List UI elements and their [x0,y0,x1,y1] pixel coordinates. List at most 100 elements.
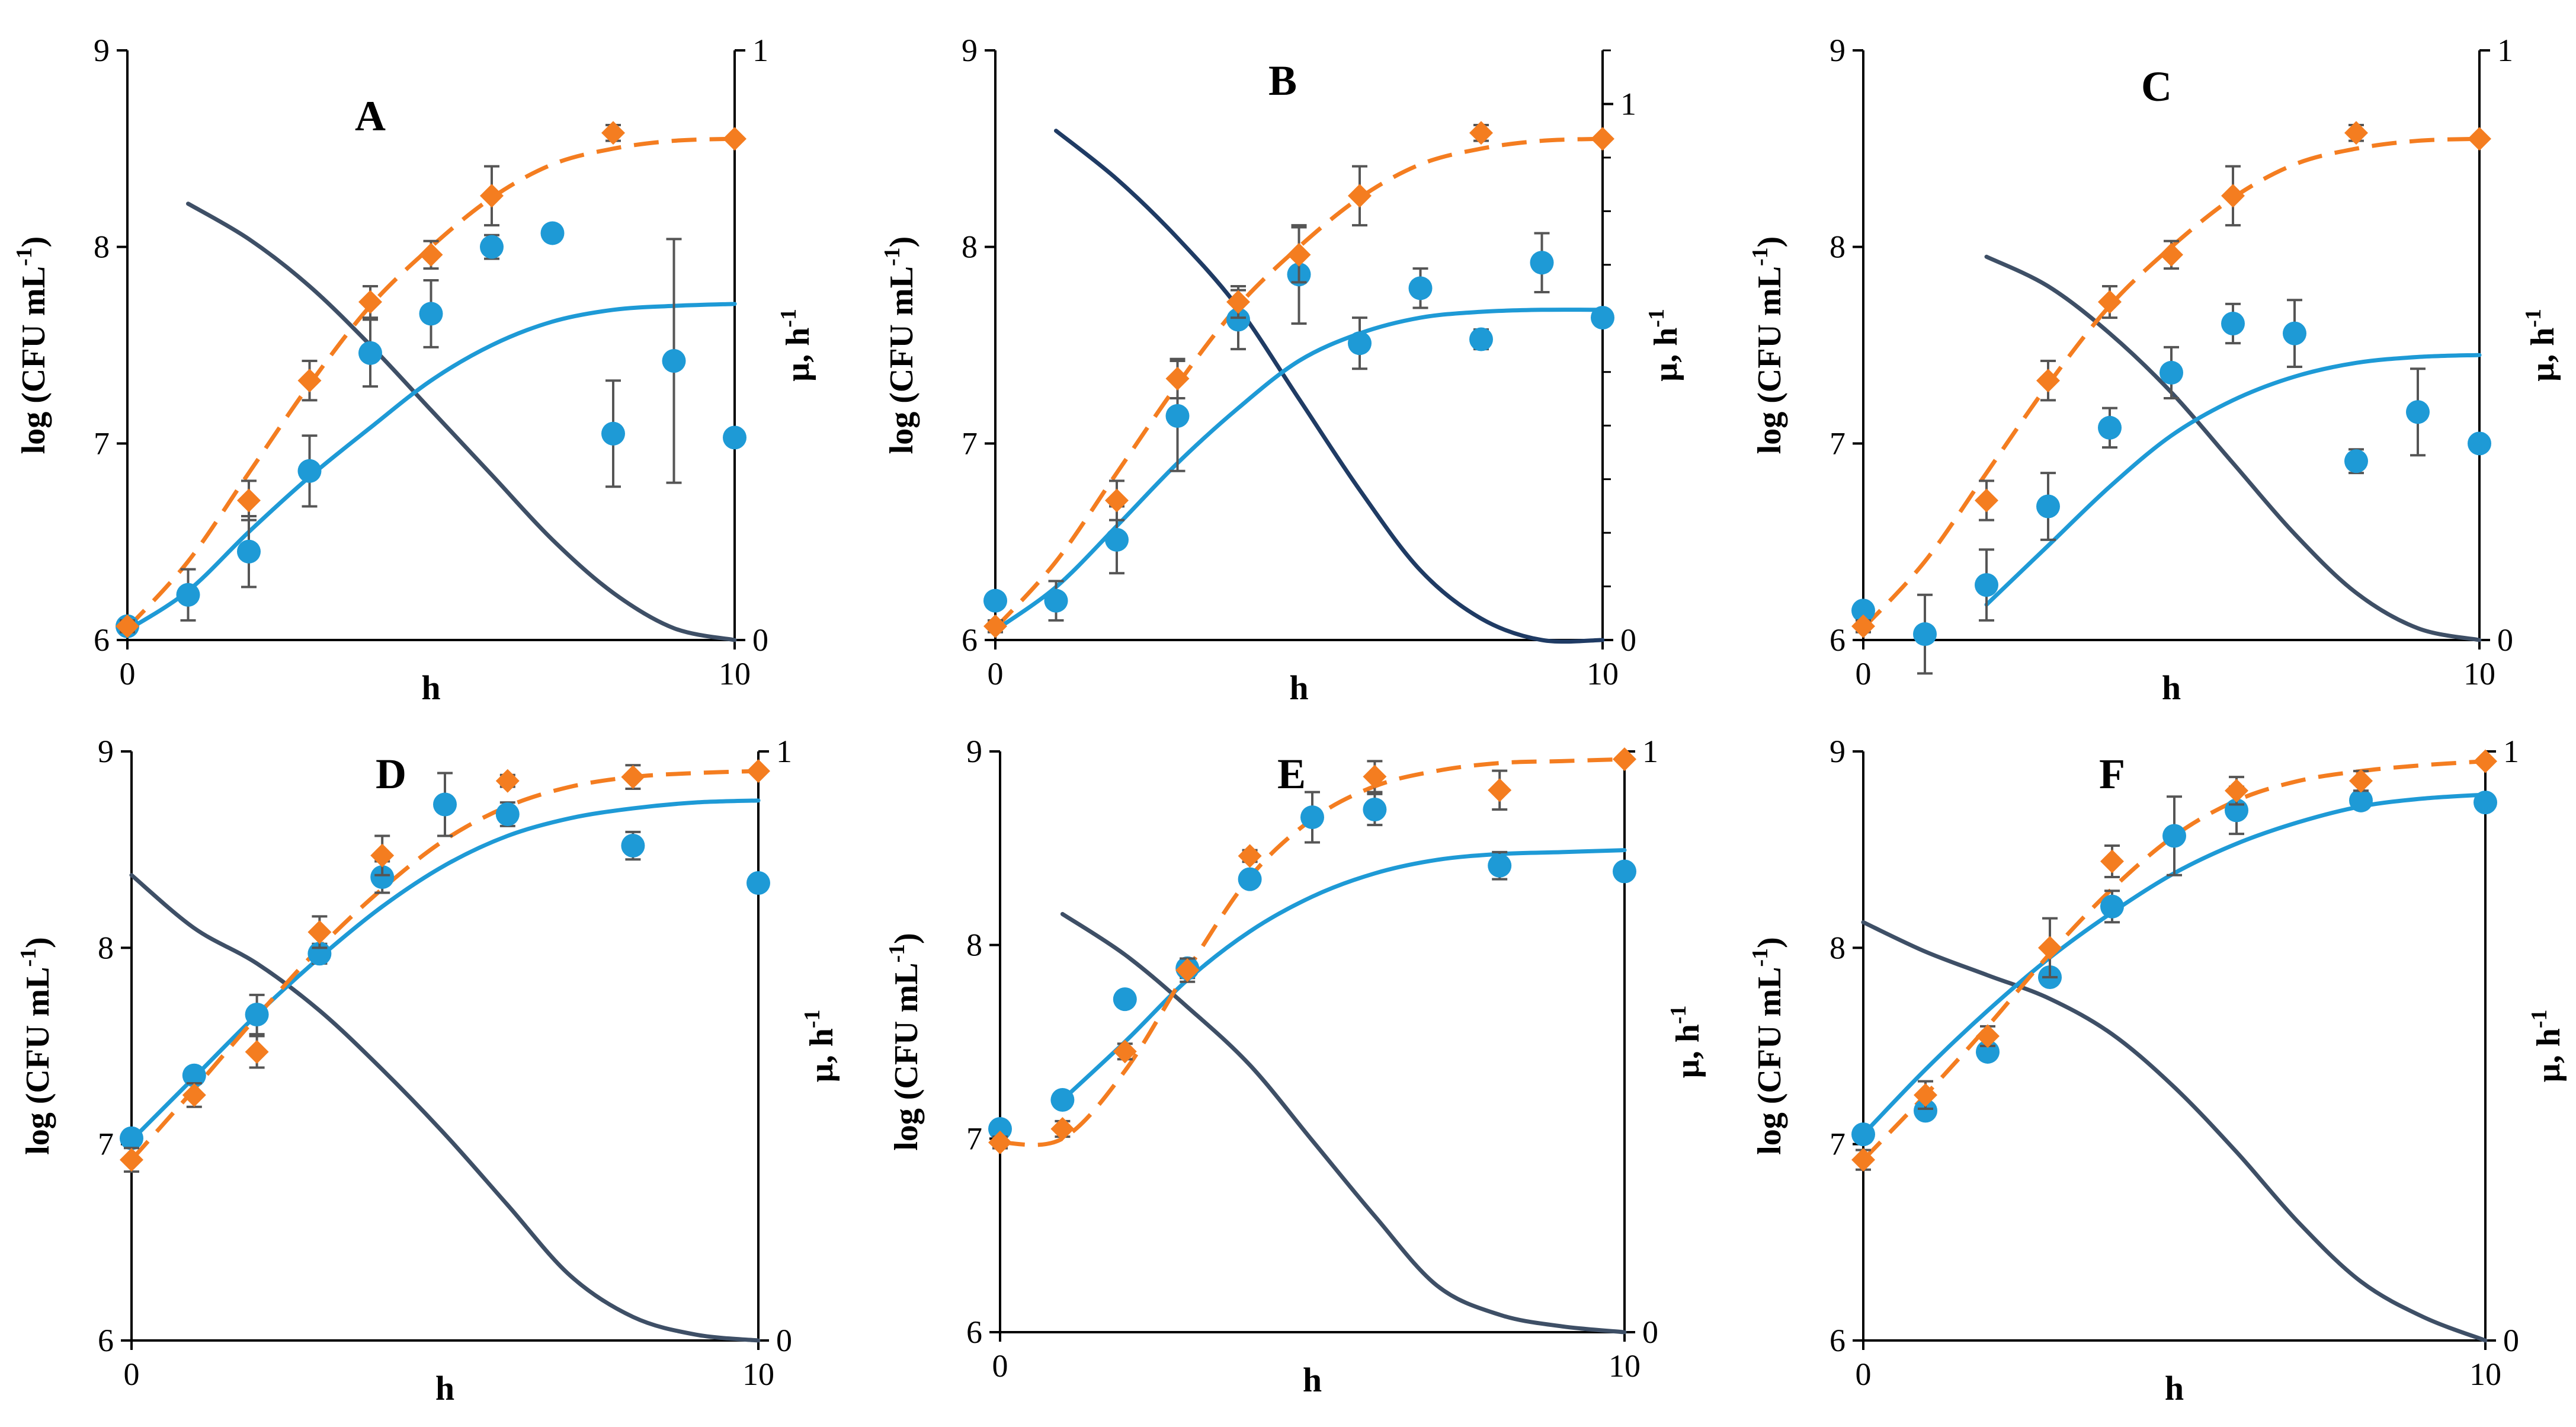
data-point-diamond [2225,779,2248,803]
data-point-circle [2162,824,2186,848]
data-point-diamond [983,614,1007,638]
data-point-diamond [1175,958,1200,983]
data-point-diamond [1613,747,1636,772]
data-point-circle [495,802,520,827]
y-tick-label: 9 [94,33,110,68]
data-point-circle [2283,321,2306,345]
y-tick-label: 7 [966,1121,982,1156]
data-point-diamond [237,488,261,513]
y2-tick-label: 0 [2497,622,2513,658]
blue-fit-line [125,302,737,632]
y2-tick-label: 1 [1642,734,1658,769]
data-point-diamond [723,127,746,151]
data-point-diamond [182,1083,206,1107]
data-point-circle [419,302,443,326]
y-axis-title: log (CFU mL-1) [16,937,56,1155]
data-point-circle [1975,573,1998,597]
y-tick-label: 8 [1830,229,1846,265]
data-point-diamond [1591,127,1614,151]
data-point-diamond [2344,121,2368,145]
dark-rate-line [186,201,737,642]
panel-letter: C [2141,63,2172,110]
y2-tick-label: 0 [776,1323,792,1358]
y2-axis-title: µ, h-1 [776,309,816,382]
orange-dashed-fit-line [1861,759,2486,1162]
data-point-circle [182,1063,206,1087]
data-point-circle [723,425,746,450]
y-axis-title: log (CFU mL-1) [1748,937,1788,1155]
x-axis-title: h [421,668,440,707]
y-axis-title: log (CFU mL-1) [885,933,925,1151]
data-point-diamond [1050,1117,1075,1141]
data-point-diamond [601,121,625,145]
panel-letter: F [2099,750,2125,798]
x-axis-title: h [1289,668,1308,707]
data-point-circle [1226,308,1250,332]
y2-tick-label: 0 [752,622,768,658]
y2-tick-label: 0 [1642,1314,1658,1350]
y-axis-title: log (CFU mL-1) [12,236,52,455]
data-point-diamond [988,1130,1012,1154]
data-point-diamond [1348,184,1372,208]
data-point-circle [2160,360,2183,385]
x-tick-label: 10 [742,1356,774,1392]
data-point-diamond [245,1039,269,1064]
y2-tick-label: 1 [2503,734,2519,769]
data-point-circle [245,1002,269,1026]
data-point-diamond [2038,936,2062,960]
x-tick-label: 10 [2463,656,2495,692]
y2-tick-label: 0 [1620,622,1636,658]
orange-dashed-fit-line [126,136,735,630]
data-point-diamond [1914,1083,1937,1107]
x-tick-label: 0 [1856,1356,1872,1392]
data-point-diamond [2160,242,2183,267]
data-point-circle [1851,1122,1875,1147]
data-point-diamond [480,184,504,208]
data-point-diamond [1851,1148,1875,1172]
data-point-diamond [2098,290,2122,314]
data-point-circle [2100,894,2124,919]
x-tick-label: 10 [1609,1348,1641,1384]
blue-fit-line [129,798,761,1143]
panel-letter: A [355,92,386,140]
dark-rate-line [129,873,761,1343]
y-tick-label: 9 [962,33,978,68]
y2-axis-title: µ, h-1 [2521,309,2561,382]
data-point-circle [2221,312,2245,336]
y-tick-label: 9 [98,734,114,769]
y-tick-label: 7 [962,425,978,461]
data-point-circle [1165,404,1190,428]
data-point-diamond [1976,1024,2000,1048]
data-point-circle [1408,276,1433,300]
data-point-circle [1105,527,1129,552]
y2-tick-label: 0 [2503,1323,2519,1358]
data-point-diamond [1851,614,1875,638]
data-point-diamond [2349,769,2373,793]
data-point-circle [540,221,565,245]
x-axis-title: h [1303,1361,1322,1399]
x-tick-label: 0 [988,656,1004,692]
y-tick-label: 9 [1830,734,1846,769]
data-point-circle [1613,859,1636,884]
data-point-diamond [621,765,645,789]
y-tick-label: 8 [1830,930,1846,965]
panel-letter: D [376,750,406,798]
data-point-circle [1300,805,1324,830]
data-point-circle [176,583,200,607]
data-point-diamond [1469,121,1493,145]
data-point-circle [1913,622,1937,647]
data-point-circle [2406,400,2430,424]
data-point-circle [237,539,261,564]
x-tick-label: 10 [719,656,751,692]
y-tick-label: 6 [1830,622,1846,658]
data-point-circle [662,349,686,373]
data-point-diamond [370,843,395,868]
y-tick-label: 6 [962,622,978,658]
dark-rate-line [1984,254,2482,642]
blue-fit-line [1984,353,2482,607]
data-point-circle [433,792,457,817]
data-point-diamond [495,769,520,793]
y-tick-label: 6 [98,1323,114,1358]
